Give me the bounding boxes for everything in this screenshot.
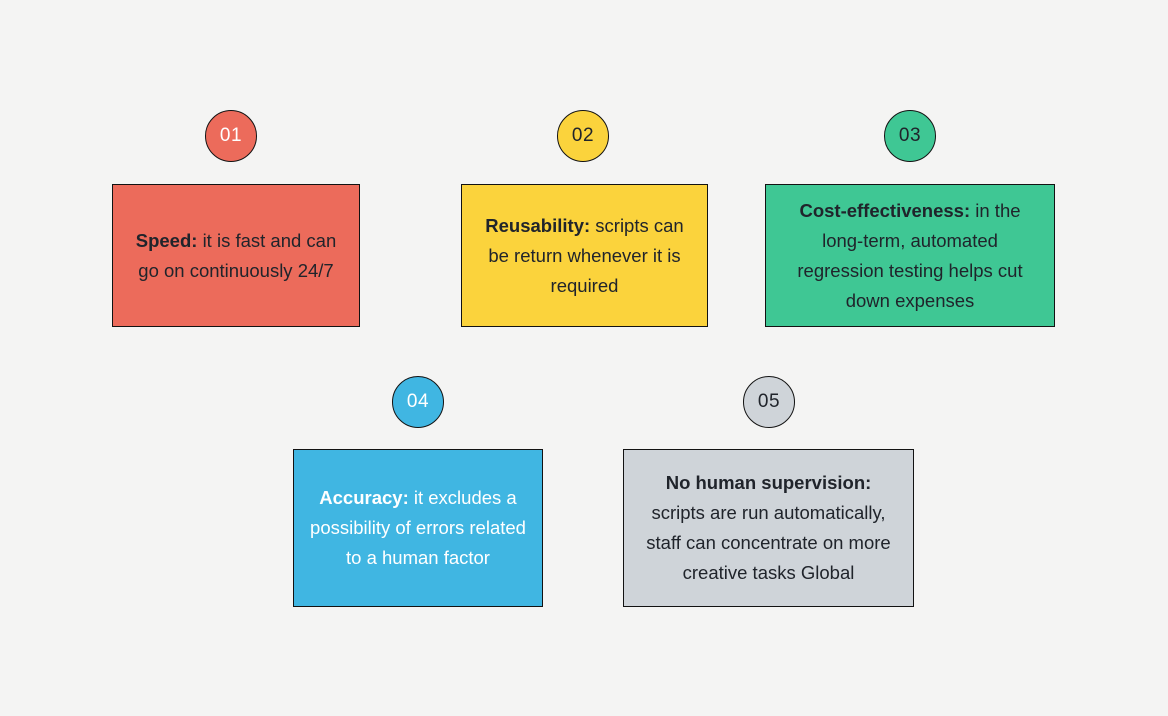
step-number: 01 (219, 125, 243, 146)
step-03-text: Cost-effectiveness: in the long-term, au… (780, 196, 1040, 316)
step-05-description: scripts are run automatically, staff can… (646, 502, 891, 583)
step-03-number-badge: 03 (884, 110, 936, 162)
step-02-number-badge: 02 (557, 110, 609, 162)
step-number: 03 (898, 125, 922, 146)
step-03-description: in the long-term, automated regression t… (797, 199, 1023, 311)
step-04-label: Accuracy: (319, 487, 409, 508)
step-03-label: Cost-effectiveness: (799, 199, 971, 221)
step-01-label: Speed: (135, 229, 198, 251)
step-02-card-reusability: Reusability: scripts can be return whene… (461, 184, 708, 327)
step-01-card-speed: Speed: it is fast and can go on continuo… (112, 184, 360, 327)
step-05-card-no-human-supervision: No human supervision: scripts are run au… (623, 449, 914, 607)
step-01-number-badge: 01 (205, 110, 257, 162)
step-03-card-cost-effectiveness: Cost-effectiveness: in the long-term, au… (765, 184, 1055, 327)
step-04-description: it excludes a possibility of errors rela… (310, 487, 526, 568)
step-04-card-accuracy: Accuracy: it excludes a possibility of e… (293, 449, 543, 607)
step-01-text: Speed: it is fast and can go on continuo… (127, 226, 345, 286)
step-05-text: No human supervision: scripts are run au… (638, 468, 899, 588)
step-04-number-badge: 04 (392, 376, 444, 428)
step-04-text: Accuracy: it excludes a possibility of e… (308, 483, 528, 573)
step-02-description: scripts can be return whenever it is req… (488, 214, 684, 296)
step-02-label: Reusability: (485, 214, 591, 236)
step-number: 04 (406, 391, 430, 412)
step-02-text: Reusability: scripts can be return whene… (476, 211, 693, 301)
step-05-number-badge: 05 (743, 376, 795, 428)
step-01-description: it is fast and can go on continuously 24… (138, 229, 337, 281)
step-number: 02 (571, 125, 595, 146)
step-05-label: No human supervision: (665, 472, 872, 493)
step-number: 05 (757, 391, 781, 412)
